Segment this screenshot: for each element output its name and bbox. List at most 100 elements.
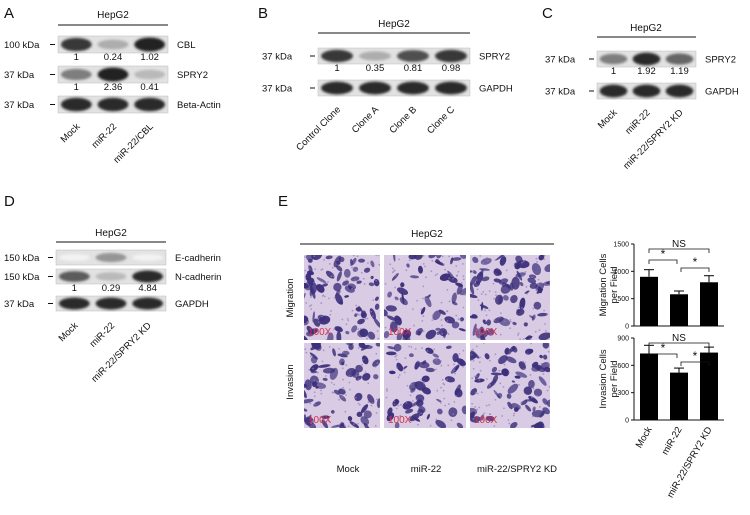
band (60, 37, 92, 52)
significance-label: NS (672, 239, 686, 250)
panel-a: A HepG2 100 kDa CBL 1 0.24 1.02 37 kDa SPRY2 1 2… (4, 5, 221, 166)
blot-row-e-cadherin: 150 kDa E-cadherin (4, 249, 221, 266)
quant-value: 1 (611, 66, 616, 77)
kda-marker: 37 kDa (262, 52, 293, 63)
magnification-label: 100X (474, 327, 498, 338)
bar (670, 294, 688, 326)
band (97, 39, 129, 50)
micrograph-grid: 100X 100X 100X 100X 100X 100X (304, 255, 550, 428)
band (58, 297, 90, 310)
band (599, 84, 628, 98)
y-tick-label: 1500 (613, 242, 629, 249)
header-c: HepG2 (630, 23, 662, 34)
lane-label: miR-22/SPRY2 KD (621, 107, 685, 171)
blot-row-beta-actin: 37 kDa Beta-Actin (4, 95, 221, 114)
y-axis-label: per Field (609, 267, 620, 304)
lane-label: Clone A (350, 104, 382, 136)
bar (700, 282, 718, 326)
column-label-mir22-spry2kd: miR-22/SPRY2 KD (477, 464, 557, 475)
significance-bracket (648, 259, 678, 264)
row-label-migration: Migration (285, 278, 296, 317)
quant-value: 0.35 (366, 63, 385, 74)
blot-b: 37 kDa SPRY2 1 0.35 0.81 0.98 37 kDa GAPDH Contr… (262, 47, 513, 153)
y-tick-label: 500 (617, 296, 629, 303)
row-label-invasion: Invasion (285, 364, 296, 399)
protein-label: CBL (177, 40, 195, 51)
band (397, 81, 429, 95)
band (359, 51, 391, 61)
band (60, 68, 92, 81)
lane-label: Clone C (425, 104, 457, 136)
protein-label: SPRY2 (705, 55, 736, 66)
band (95, 297, 127, 310)
y-axis-label: Migration Cells (598, 253, 609, 316)
quant-value: 1.92 (637, 66, 656, 77)
bar (700, 352, 718, 420)
chart-invasion: 0 300 600 900 Invasion Cells per Field * * NS Moc… (598, 333, 724, 500)
panel-e: E HepG2 Migration Invasion 100X 100X 100X 1… (278, 193, 724, 500)
cell-clusters (304, 255, 380, 340)
bar (640, 353, 658, 420)
protein-label: SPRY2 (479, 52, 510, 63)
lane-label: Mock (57, 320, 81, 344)
significance-bracket (648, 353, 678, 358)
lane-label: Mock (596, 107, 620, 131)
quant-value: 0.98 (442, 63, 461, 74)
x-tick-label: miR-22 (660, 425, 685, 457)
panel-letter-c: C (542, 5, 553, 22)
y-tick-label: 300 (617, 390, 629, 397)
quant-value: 0.41 (140, 82, 159, 93)
band (97, 67, 129, 82)
quant-value: 1.19 (670, 66, 689, 77)
quant-value: 0.24 (104, 52, 123, 63)
panel-letter-e: E (278, 193, 288, 210)
magnification-label: 100X (388, 415, 412, 426)
band (134, 69, 166, 80)
kda-marker: 37 kDa (545, 55, 576, 66)
band (132, 270, 164, 283)
micrograph-invasion-1: 100X (304, 343, 380, 428)
header-a: HepG2 (97, 10, 129, 21)
chart-migration: 0 500 1000 1500 Migration Cells per Field * * NS (598, 239, 724, 331)
bar (640, 276, 658, 326)
kda-marker: 37 kDa (545, 87, 576, 98)
micrograph-migration-3: 100X (470, 255, 550, 340)
panel-letter-b: B (258, 5, 268, 22)
significance-label: * (693, 349, 698, 363)
band (435, 81, 467, 95)
quant-value: 1 (72, 283, 77, 294)
panel-c: C HepG2 37 kDa SPRY2 1 1.92 1.19 37 kDa GAPDH M… (542, 5, 739, 172)
y-tick-label: 0 (625, 418, 629, 425)
quant-value: 2.36 (104, 82, 123, 93)
protein-label: SPRY2 (177, 70, 208, 81)
significance-label: NS (672, 333, 686, 344)
protein-label: GAPDH (479, 84, 513, 95)
y-axis-label: per Field (609, 361, 620, 398)
y-tick-label: 1000 (613, 269, 629, 276)
lane-label: miR-22 (90, 121, 119, 150)
kda-marker: 100 kDa (4, 40, 40, 51)
lane-label: Control Clone (294, 104, 343, 153)
quant-value: 1 (334, 63, 339, 74)
blot-c: 37 kDa SPRY2 1 1.92 1.19 37 kDa GAPDH Mock miR-2… (545, 50, 739, 172)
protein-label: N-cadherin (175, 272, 221, 283)
significance-label: * (661, 341, 666, 355)
header-e: HepG2 (411, 229, 443, 240)
protein-label: GAPDH (175, 299, 209, 310)
band (132, 297, 164, 310)
band (95, 252, 127, 263)
micrograph-invasion-2: 100X (384, 343, 466, 428)
band (665, 84, 694, 98)
protein-label: GAPDH (705, 87, 739, 98)
magnification-label: 100X (388, 327, 412, 338)
significance-label: * (661, 247, 666, 261)
band (397, 50, 429, 62)
band (58, 254, 90, 261)
kda-marker: 37 kDa (262, 84, 293, 95)
magnification-label: 100X (474, 415, 498, 426)
column-label-mock: Mock (337, 464, 360, 475)
significance-bracket (680, 361, 710, 366)
blot-d: 150 kDa E-cadherin 150 kDa N-cadherin 1 0.29 4… (4, 249, 221, 385)
